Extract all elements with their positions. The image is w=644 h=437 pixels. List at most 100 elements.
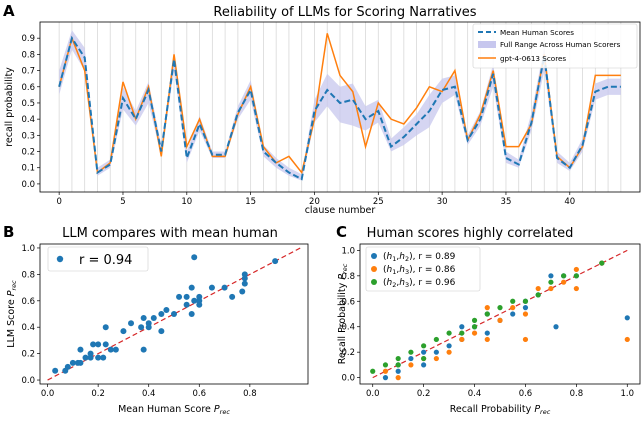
chart-a-xtick-label: 40 <box>564 197 575 207</box>
scatter-point-h2h3 <box>382 362 389 368</box>
chart-a-ytick-label: 0.9 <box>21 34 35 44</box>
chart-a-xlabel: clause number <box>305 205 376 216</box>
scatter-point <box>95 341 102 348</box>
panel-label-b: B <box>3 223 14 241</box>
chart-a-xtick-label: 30 <box>437 197 448 207</box>
legend-gpt-label: gpt-4-0613 Scores <box>500 54 566 63</box>
scatter-point-h2h3 <box>497 305 503 311</box>
scatter-point-h1h3 <box>573 285 579 292</box>
scatter-point <box>69 359 76 366</box>
scatter-point <box>64 363 71 370</box>
scatter-point <box>87 350 94 357</box>
scatter-point <box>102 341 109 348</box>
scatter-point-h2h3 <box>535 292 541 298</box>
chart-a-xtick-label: 25 <box>373 197 384 207</box>
scatter-point <box>221 284 228 291</box>
scatter-point-h1h3 <box>484 336 490 343</box>
chart-b-ytick-label: 0.6 <box>21 297 35 307</box>
scatter-point <box>188 284 195 291</box>
chart-a-frame <box>39 21 641 193</box>
chart-a-ylabel: recall probability <box>4 67 15 147</box>
scatter-point-h2h3 <box>471 317 478 323</box>
scatter-point-h2h3 <box>446 330 452 336</box>
scatter-point <box>229 293 236 300</box>
scatter-point-h2h3 <box>433 336 439 343</box>
scatter-point-h2h3 <box>599 260 605 266</box>
scatter-point-h2h3 <box>395 362 401 368</box>
scatter-point <box>272 258 279 265</box>
chart-c-ytick-label: 0.2 <box>341 348 355 358</box>
human-range-band <box>59 30 621 181</box>
chart-a-ytick-label: 0.6 <box>21 83 35 93</box>
chart-b-ytick-label: 0.2 <box>21 350 35 360</box>
scatter-point-h1h2 <box>421 349 427 355</box>
scatter-point <box>90 341 97 348</box>
chart-b-ytick-label: 0.8 <box>21 270 35 280</box>
chart-c-ylabel: Recall Probability Prec <box>337 263 349 364</box>
scatter-point <box>140 314 147 321</box>
scatter-point <box>112 346 119 353</box>
chart-c-frame <box>359 243 641 385</box>
scatter-point <box>176 293 183 300</box>
chart-a-xtick-label: 35 <box>501 197 512 207</box>
chart-b-ylabel: LLM Score Prec <box>6 280 18 348</box>
scatter-point-h2h3 <box>484 311 490 317</box>
scatter-point <box>163 307 170 314</box>
scatter-point <box>191 254 198 261</box>
chart-b-ytick-label: 0.4 <box>21 323 35 333</box>
scatter-point-h1h2 <box>421 362 427 368</box>
chart-a-ytick-label: 0.2 <box>21 148 35 158</box>
scatter-point <box>171 311 177 317</box>
chart-c-xtick-label: 0.4 <box>468 389 482 399</box>
scatter-point-h1h3 <box>522 336 529 343</box>
scatter-point-h1h3 <box>497 317 503 323</box>
scatter-point-h1h2 <box>553 324 559 330</box>
chart-a-ytick-label: 0.1 <box>21 164 35 174</box>
chart-c-xtick-label: 0.2 <box>417 389 431 399</box>
scatter-point-h1h3 <box>548 285 554 292</box>
scatter-point <box>208 284 215 291</box>
scatter-point-h2h3 <box>370 368 376 374</box>
gpt-scores-line <box>58 33 621 175</box>
scatter-point-h1h3 <box>395 375 401 381</box>
chart-c-ytick-label: 0.0 <box>341 374 355 384</box>
scatter-point <box>100 354 107 361</box>
scatter-point-h2h3 <box>548 279 554 285</box>
legend-c-label: (h1,h3), r = 0.86 <box>383 265 456 276</box>
chart-a-xtick-label: 20 <box>309 197 320 207</box>
scatter-point-h1h3 <box>459 336 465 343</box>
scatter-point <box>77 359 84 366</box>
chart-c-title: Human scores highly correlated <box>367 226 574 241</box>
chart-c-xtick-label: 0.6 <box>519 389 533 399</box>
legend-c-marker <box>371 266 377 272</box>
legend-c-marker <box>371 279 377 285</box>
legend-c-label: (h2,h3), r = 0.96 <box>383 278 456 289</box>
scatter-point-h1h3 <box>624 336 630 343</box>
scatter-point-h1h3 <box>484 305 490 311</box>
chart-c-ytick-label: 0.8 <box>341 272 355 282</box>
legend-human-label: Mean Human Scores <box>500 28 574 37</box>
scatter-point-h1h3 <box>535 285 541 292</box>
scatter-point-h1h2 <box>484 330 490 336</box>
panel-b-scatter: LLM compares with mean human 0.0 0.2 0.4 0.… <box>6 226 309 416</box>
panel-a-line-chart: Reliability of LLMs for Scoring Narrativ… <box>4 5 641 216</box>
scatter-point-h1h2 <box>395 368 401 374</box>
scatter-point <box>241 275 248 282</box>
scatter-point-h1h3 <box>408 362 414 368</box>
legend-c-marker <box>371 253 377 259</box>
scatter-point <box>158 328 165 335</box>
chart-c-legend: (h1,h2), r = 0.89 (h1,h3), r = 0.86 (h2,h3… <box>365 246 481 292</box>
chart-c-xtick-label: 0.0 <box>366 389 380 399</box>
scatter-point <box>145 324 152 331</box>
scatter-point-h1h3 <box>573 266 579 273</box>
scatter-point <box>183 293 190 300</box>
scatter-point-h2h3 <box>573 273 579 279</box>
scatter-point <box>128 320 135 327</box>
scatter-point-h1h2 <box>459 324 465 330</box>
scatter-point <box>102 324 109 331</box>
chart-a-ytick-label: 0.0 <box>21 180 35 190</box>
scatter-point-h1h2 <box>510 311 516 317</box>
chart-c-ytick-label: 0.4 <box>341 323 355 333</box>
scatter-point <box>191 297 198 304</box>
